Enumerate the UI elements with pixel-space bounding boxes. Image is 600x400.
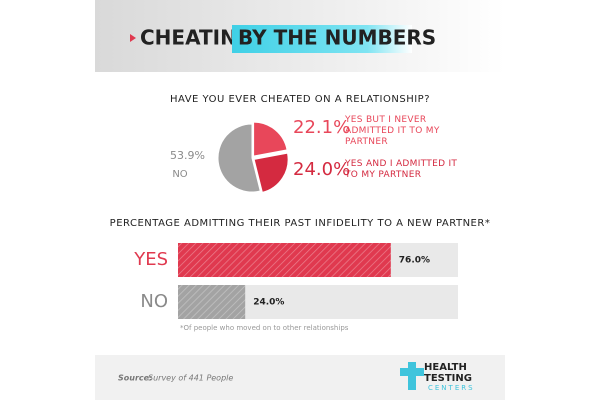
chart-title: HAVE YOU EVER CHEATED ON A RELATIONSHIP? (170, 94, 430, 105)
footer-band (95, 355, 505, 400)
source-label: Source: (118, 374, 152, 383)
title-highlight-box (232, 25, 412, 53)
title-highlight: BY THE NUMBERS (238, 26, 436, 50)
pie-value-label: 53.9% (170, 149, 205, 162)
pie-category-label: YES AND I ADMITTED IT TO MY PARTNER (345, 159, 458, 180)
bar-value-label: 24.0% (253, 298, 284, 308)
pie-category-label-box: YES AND I ADMITTED IT TO MY PARTNER (345, 159, 458, 180)
logo-line: HEALTH (424, 362, 467, 373)
pie-category-label: NO (172, 169, 187, 180)
logo-cross (400, 362, 424, 390)
chart-title: PERCENTAGE ADMITTING THEIR PAST INFIDELI… (110, 218, 491, 229)
pie-slice (253, 121, 288, 157)
bar-value-label: 76.0% (399, 256, 430, 266)
title-arrow (130, 34, 136, 42)
pie-value-label: 24.0% (293, 159, 350, 180)
bar (178, 285, 246, 319)
pie-value-label: 22.1% (293, 117, 350, 138)
pie-category-label: YES BUT I NEVER ADMITTED IT TO MY PARTNE… (345, 115, 440, 145)
footnote: *Of people who moved on to other relatio… (180, 324, 349, 332)
bar (178, 243, 391, 277)
logo-line: CENTERS (428, 384, 475, 392)
logo-line: TESTING (424, 373, 472, 384)
pie-slice (217, 123, 261, 193)
source: Survey of 441 People (148, 374, 233, 383)
bar-category-label: NO (140, 291, 168, 312)
pie-slice (253, 152, 289, 193)
bar-category-label: YES (133, 249, 168, 270)
pie-category-label-box: YES BUT I NEVER ADMITTED IT TO MY PARTNE… (345, 115, 440, 145)
